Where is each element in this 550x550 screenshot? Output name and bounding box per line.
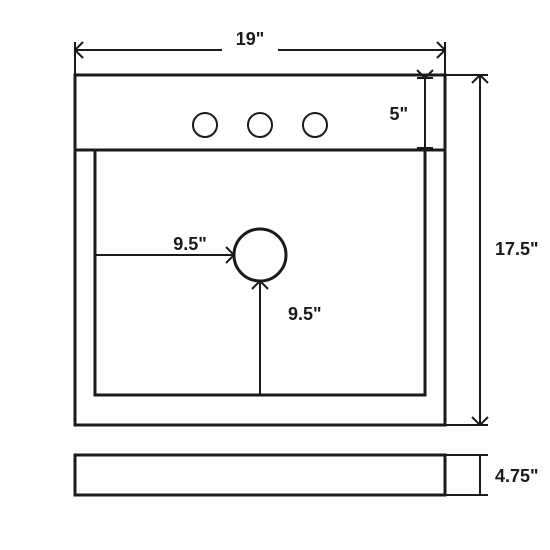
dim-side-475: 4.75" [495, 466, 539, 486]
dim-offset-95v: 9.5" [288, 304, 322, 324]
dim-height-175: 17.5" [495, 239, 539, 259]
sink-dimension-diagram: 19" 17.5" 5" 9.5" 9.5" 4.75" [0, 0, 550, 550]
dim-offset-95h: 9.5" [173, 234, 207, 254]
dim-depth-5: 5" [389, 104, 408, 124]
dim-width-19: 19" [236, 29, 265, 49]
